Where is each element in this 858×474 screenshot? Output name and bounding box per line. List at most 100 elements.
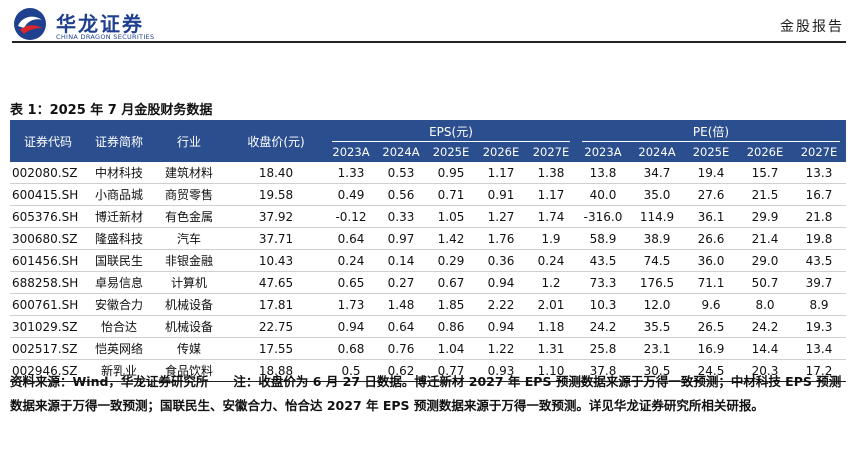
cell-pe: 13.3	[792, 162, 846, 184]
cell-eps: 1.10	[526, 359, 576, 382]
cell-eps: -0.12	[326, 205, 376, 228]
cell-eps: 0.36	[476, 249, 526, 272]
cell-pe: 15.7	[738, 162, 792, 184]
cell-price: 18.88	[226, 359, 326, 382]
cell-eps: 1.04	[426, 337, 476, 360]
cell-name: 新乳业	[86, 359, 152, 382]
cell-pe: 10.3	[576, 293, 630, 316]
cell-pe: 19.3	[792, 315, 846, 338]
table-row: 002946.SZ 新乳业 食品饮料 18.88 0.5 0.62 0.77 0.93 1.10…	[10, 359, 846, 382]
cell-pe: 38.9	[630, 227, 684, 250]
cell-industry: 有色金属	[152, 205, 226, 228]
financial-data-table: 证券代码 证券简称 行业 收盘价(元) EPS(元) PE(倍) 2023A 20…	[10, 120, 846, 382]
cell-eps: 0.68	[326, 337, 376, 360]
cell-eps: 0.86	[426, 315, 476, 338]
cell-industry: 机械设备	[152, 293, 226, 316]
cell-name: 隆盛科技	[86, 227, 152, 250]
cell-industry: 传媒	[152, 337, 226, 360]
cell-code: 002946.SZ	[10, 359, 86, 382]
cell-pe: 71.1	[684, 271, 738, 294]
cell-eps: 0.94	[476, 271, 526, 294]
cell-pe: 8.9	[792, 293, 846, 316]
cell-code: 002517.SZ	[10, 337, 86, 360]
cell-pe: 40.0	[576, 183, 630, 206]
table-row: 688258.SH 卓易信息 计算机 47.65 0.65 0.27 0.67 0.94 1.2…	[10, 271, 846, 294]
cell-pe: 37.8	[576, 359, 630, 382]
cell-pe: 73.3	[576, 271, 630, 294]
cell-pe: 29.0	[738, 249, 792, 272]
cell-code: 002080.SZ	[10, 162, 86, 184]
cell-industry: 非银金融	[152, 249, 226, 272]
cell-pe: 35.0	[630, 183, 684, 206]
cell-eps: 0.56	[376, 183, 426, 206]
cell-pe: 74.5	[630, 249, 684, 272]
cell-price: 47.65	[226, 271, 326, 294]
cell-eps: 0.91	[476, 183, 526, 206]
cell-industry: 食品饮料	[152, 359, 226, 382]
cell-pe: 23.1	[630, 337, 684, 360]
cell-eps: 0.62	[376, 359, 426, 382]
cell-eps: 0.53	[376, 162, 426, 184]
cell-pe: 9.6	[684, 293, 738, 316]
cell-name: 中材科技	[86, 162, 152, 184]
report-type-label: 金股报告	[780, 19, 844, 35]
cell-pe: 8.0	[738, 293, 792, 316]
header-pe-year: 2024A	[630, 142, 684, 162]
table-row: 601456.SH 国联民生 非银金融 10.43 0.24 0.14 0.29 0.36 0.…	[10, 249, 846, 272]
cell-eps: 1.48	[376, 293, 426, 316]
cell-pe: 12.0	[630, 293, 684, 316]
cell-name: 卓易信息	[86, 271, 152, 294]
cell-eps: 1.05	[426, 205, 476, 228]
cell-pe: 14.4	[738, 337, 792, 360]
cell-eps: 1.17	[476, 162, 526, 184]
cell-eps: 0.97	[376, 227, 426, 250]
cell-pe: -316.0	[576, 205, 630, 228]
header-pe-year: 2026E	[738, 142, 792, 162]
cell-eps: 0.27	[376, 271, 426, 294]
cell-price: 17.81	[226, 293, 326, 316]
table-row: 600415.SH 小商品城 商贸零售 19.58 0.49 0.56 0.71 0.91 1.…	[10, 183, 846, 206]
cell-eps: 1.73	[326, 293, 376, 316]
cell-pe: 58.9	[576, 227, 630, 250]
cell-industry: 计算机	[152, 271, 226, 294]
cell-pe: 21.5	[738, 183, 792, 206]
cell-eps: 0.93	[476, 359, 526, 382]
cell-pe: 36.0	[684, 249, 738, 272]
cell-eps: 0.14	[376, 249, 426, 272]
cell-price: 18.40	[226, 162, 326, 184]
cell-price: 19.58	[226, 183, 326, 206]
cell-eps: 0.67	[426, 271, 476, 294]
header-eps-year: 2025E	[426, 142, 476, 162]
cell-pe: 21.8	[792, 205, 846, 228]
page-header: 华龙证券 CHINA DRAGON SECURITIES 金股报告	[0, 0, 858, 43]
cell-pe: 43.5	[576, 249, 630, 272]
cell-eps: 0.71	[426, 183, 476, 206]
cell-pe: 24.5	[684, 359, 738, 382]
cell-pe: 19.4	[684, 162, 738, 184]
header-pe-year: 2027E	[792, 142, 846, 162]
cell-eps: 0.49	[326, 183, 376, 206]
cell-eps: 1.18	[526, 315, 576, 338]
cell-eps: 0.94	[326, 315, 376, 338]
cell-industry: 汽车	[152, 227, 226, 250]
cell-eps: 1.38	[526, 162, 576, 184]
header-eps-year: 2023A	[326, 142, 376, 162]
footnote: 资料来源：Wind，华龙证券研究所 注：收盘价为 6 月 27 日数据。博迁新材…	[10, 374, 842, 413]
table-row: 301029.SZ 怡合达 机械设备 22.75 0.94 0.64 0.86 0.94 1.1…	[10, 315, 846, 338]
cell-pe: 16.9	[684, 337, 738, 360]
cell-eps: 0.29	[426, 249, 476, 272]
cell-pe: 25.8	[576, 337, 630, 360]
cell-eps: 1.42	[426, 227, 476, 250]
header-industry: 行业	[152, 120, 226, 162]
cell-eps: 1.76	[476, 227, 526, 250]
cell-eps: 0.24	[326, 249, 376, 272]
header-pe-year: 2023A	[576, 142, 630, 162]
header-pe-year: 2025E	[684, 142, 738, 162]
cell-name: 恺英网络	[86, 337, 152, 360]
cell-pe: 17.2	[792, 359, 846, 382]
cell-pe: 26.6	[684, 227, 738, 250]
cell-eps: 0.64	[376, 315, 426, 338]
logo-text-en: CHINA DRAGON SECURITIES	[56, 33, 155, 41]
cell-pe: 39.7	[792, 271, 846, 294]
cell-code: 600761.SH	[10, 293, 86, 316]
